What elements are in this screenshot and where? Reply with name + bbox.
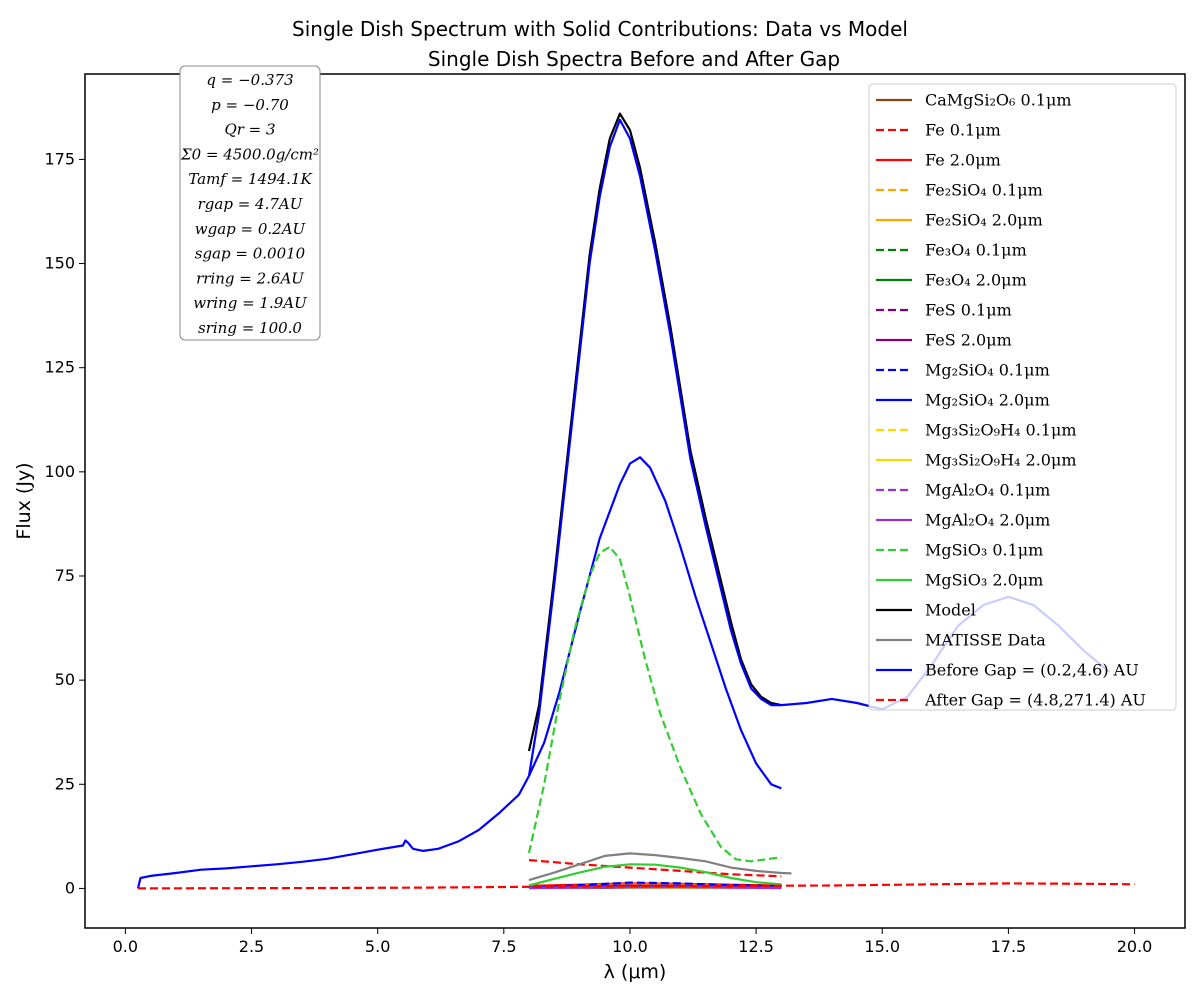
y-tick-label: 25	[55, 774, 75, 793]
parameter-line: rring = 2.6AU	[196, 269, 305, 287]
x-tick-label: 2.5	[239, 937, 264, 956]
legend-label-mg-sio-2-0-m: Mg₂SiO₄ 2.0μm	[925, 391, 1050, 410]
legend-label-mg-si-o-h-0-1-m: Mg₃Si₂O₉H₄ 0.1μm	[925, 421, 1077, 440]
chart-subtitle: Single Dish Spectra Before and After Gap	[428, 47, 840, 71]
y-tick-label: 75	[55, 566, 75, 585]
legend-label-fes-0-1-m: FeS 0.1μm	[925, 301, 1012, 320]
parameter-line: Qr = 3	[224, 121, 275, 139]
legend-label-fe-0-1-m: Fe 0.1μm	[925, 121, 1001, 140]
series-line-mgsio-0-1-m	[527, 545, 782, 863]
y-tick-label: 100	[44, 462, 75, 481]
series-line-fe-0-1-m	[528, 859, 782, 878]
y-tick-label: 175	[44, 149, 75, 168]
extra-curve-0	[527, 456, 782, 790]
x-tick-label: 20.0	[1117, 937, 1153, 956]
legend-label-fe-o-2-0-m: Fe₃O₄ 2.0μm	[925, 271, 1027, 290]
legend-label-mg-sio-0-1-m: Mg₂SiO₄ 0.1μm	[925, 361, 1050, 380]
series-line-after-gap-4-8-271-4-au	[137, 882, 1135, 890]
y-tick-label: 0	[65, 878, 75, 897]
x-tick-label: 15.0	[864, 937, 900, 956]
parameter-line: Σ0 = 4500.0g/cm²	[180, 145, 319, 163]
series-line-mgsio-2-0-m	[528, 863, 782, 887]
legend-label-model: Model	[925, 601, 976, 620]
ticks-layer: 0.0 2.5 5.0 7.5 10.0 12.5 15.0 17.5 20.0 0 25 50 75 1…	[44, 149, 1152, 956]
series-line-mgal-o-2-0-m	[528, 886, 782, 890]
y-axis-label: Flux (Jy)	[13, 462, 35, 539]
x-tick-label: 0.0	[113, 937, 138, 956]
legend-label-matisse-data: MATISSE Data	[925, 631, 1046, 650]
legend-label-fes-2-0-m: FeS 2.0μm	[925, 331, 1012, 350]
legend-label-fe-sio-2-0-m: Fe₂SiO₄ 2.0μm	[925, 211, 1043, 230]
legend-frame	[868, 83, 1177, 711]
y-tick-label: 125	[44, 358, 75, 377]
parameter-line: q = −0.373	[206, 71, 293, 89]
parameter-line: wring = 1.9AU	[193, 294, 308, 312]
parameter-line: sgap = 0.0010	[195, 245, 306, 263]
legend-label-mgsio-0-1-m: MgSiO₃ 0.1μm	[925, 541, 1043, 560]
parameter-line: Tamf = 1494.1K	[188, 170, 312, 188]
legend: CaMgSi₂O₆ 0.1μm Fe 0.1μm Fe 2.0μm Fe₂SiO₄ 0…	[868, 83, 1177, 711]
legend-label-mgal-o-2-0-m: MgAl₂O₄ 2.0μm	[925, 511, 1050, 530]
y-tick-label: 150	[44, 254, 75, 273]
legend-label-fe-sio-0-1-m: Fe₂SiO₄ 0.1μm	[925, 181, 1043, 200]
legend-label-camgsi-o-0-1-m: CaMgSi₂O₆ 0.1μm	[925, 91, 1072, 110]
x-tick-label: 10.0	[612, 937, 648, 956]
x-axis-label: λ (μm)	[604, 961, 667, 983]
x-tick-label: 5.0	[365, 937, 390, 956]
x-tick-label: 17.5	[991, 937, 1027, 956]
parameter-line: sring = 100.0	[198, 319, 302, 337]
x-tick-label: 12.5	[738, 937, 774, 956]
series-line-model	[527, 112, 782, 752]
chart-title: Single Dish Spectrum with Solid Contribu…	[292, 17, 908, 41]
parameter-box: q = −0.373 p = −0.70 Qr = 3 Σ0 = 4500.0g/cm…	[179, 65, 321, 341]
legend-label-mg-si-o-h-2-0-m: Mg₃Si₂O₉H₄ 2.0μm	[925, 451, 1077, 470]
y-tick-label: 50	[55, 670, 75, 689]
series-line-matisse-data	[528, 852, 792, 882]
legend-label-before-gap-0-2-4-6-au: Before Gap = (0.2,4.6) AU	[925, 661, 1139, 680]
parameter-line: wgap = 0.2AU	[195, 220, 307, 238]
plot-frame	[84, 73, 1186, 929]
legend-label-fe-o-0-1-m: Fe₃O₄ 0.1μm	[925, 241, 1027, 260]
parameter-line: rgap = 4.7AU	[198, 195, 304, 213]
legend-label-mgsio-2-0-m: MgSiO₃ 2.0μm	[925, 571, 1043, 590]
x-tick-label: 7.5	[491, 937, 516, 956]
legend-label-fe-2-0-m: Fe 2.0μm	[925, 151, 1001, 170]
parameter-line: p = −0.70	[211, 96, 289, 114]
parameter-box-frame	[179, 65, 321, 341]
legend-label-mgal-o-0-1-m: MgAl₂O₄ 0.1μm	[925, 481, 1050, 500]
legend-label-after-gap-4-8-271-4-au: After Gap = (4.8,271.4) AU	[924, 691, 1146, 710]
